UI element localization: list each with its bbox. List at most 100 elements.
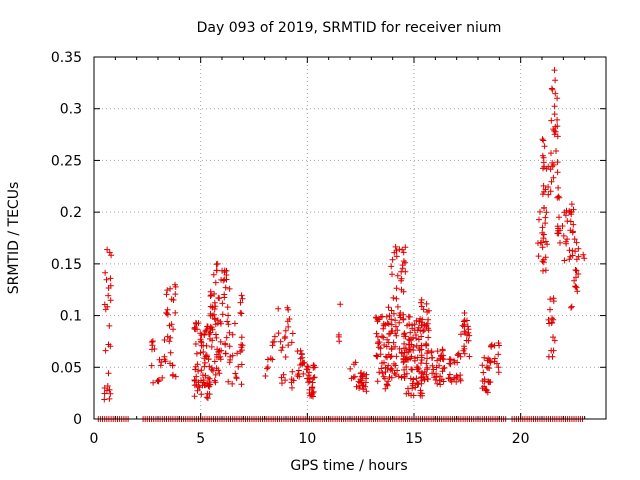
data-point — [465, 326, 472, 333]
data-point — [212, 371, 219, 378]
data-point — [424, 355, 430, 362]
data-point — [402, 333, 409, 340]
data-point — [453, 378, 460, 385]
x-tick-labels: 0 5 10 15 20 — [90, 431, 530, 447]
data-point — [211, 290, 218, 297]
data-point — [289, 368, 296, 375]
data-point — [275, 330, 282, 337]
x-tick-label: 10 — [298, 431, 316, 447]
y-tick-label: 0 — [73, 412, 82, 428]
data-point — [383, 343, 390, 350]
data-point — [377, 351, 384, 358]
data-point — [289, 330, 296, 337]
data-point — [107, 282, 114, 289]
data-point — [411, 357, 418, 364]
data-point — [557, 239, 563, 246]
data-point — [554, 95, 561, 102]
data-point — [405, 313, 412, 320]
data-point — [540, 137, 547, 144]
data-point — [390, 310, 397, 317]
data-point — [382, 385, 389, 392]
data-point — [300, 370, 307, 377]
data-point — [305, 372, 312, 379]
data-point — [563, 240, 570, 247]
data-point — [351, 373, 358, 380]
data-point — [264, 364, 271, 371]
data-point — [461, 343, 468, 350]
data-point — [567, 209, 573, 216]
y-tick-label: 0.3 — [60, 102, 82, 118]
data-point — [264, 365, 270, 372]
data-point — [172, 291, 179, 298]
data-point — [394, 303, 401, 310]
data-point — [377, 345, 384, 352]
data-point — [567, 253, 574, 260]
data-point — [541, 143, 548, 150]
data-point — [308, 391, 315, 398]
data-point — [575, 253, 582, 260]
data-point — [385, 378, 392, 385]
data-point — [551, 127, 558, 134]
data-point — [418, 296, 425, 303]
data-point — [425, 307, 432, 314]
data-point — [269, 356, 276, 363]
data-point — [167, 285, 174, 292]
data-point — [208, 366, 215, 373]
data-point — [229, 380, 236, 387]
data-point — [229, 331, 236, 338]
data-point — [550, 334, 556, 341]
data-point — [206, 375, 213, 382]
data-point — [102, 347, 109, 354]
data-point — [535, 253, 542, 260]
data-point — [206, 391, 213, 398]
data-point — [213, 334, 220, 341]
data-point — [464, 323, 471, 330]
data-point — [392, 317, 399, 324]
data-point — [166, 338, 173, 345]
data-point — [296, 373, 303, 380]
data-point — [347, 365, 354, 372]
data-point — [407, 375, 414, 382]
data-point — [210, 367, 216, 374]
data-point — [570, 228, 576, 235]
data-point — [573, 267, 580, 274]
data-point — [400, 288, 407, 295]
data-point — [226, 329, 233, 336]
data-point — [279, 344, 286, 351]
data-point — [561, 257, 568, 264]
data-point — [382, 364, 389, 371]
x-tick-label: 20 — [512, 431, 530, 447]
data-point — [572, 267, 579, 273]
data-point — [572, 248, 579, 255]
data-point — [306, 375, 313, 382]
data-point — [542, 238, 549, 245]
data-point — [418, 303, 425, 310]
data-point — [373, 330, 380, 337]
data-point — [434, 357, 441, 364]
data-point — [466, 353, 473, 360]
data-point — [580, 251, 587, 258]
y-tick-label: 0.2 — [60, 205, 82, 221]
data-point — [359, 382, 366, 389]
data-point — [495, 351, 502, 358]
data-point — [412, 384, 419, 391]
data-point — [573, 239, 580, 246]
data-point — [542, 267, 549, 274]
data-point — [199, 372, 206, 379]
data-point — [418, 299, 424, 306]
data-point — [213, 354, 220, 360]
data-point — [380, 334, 387, 341]
data-point — [417, 392, 424, 399]
data-point — [547, 296, 554, 303]
data-point — [222, 284, 229, 291]
data-point — [539, 224, 546, 231]
data-point — [418, 377, 425, 384]
data-point — [461, 328, 468, 335]
data-point — [409, 380, 416, 387]
data-point — [539, 136, 546, 143]
data-point — [542, 220, 549, 227]
data-point — [207, 381, 214, 388]
data-point — [440, 378, 447, 385]
data-point — [384, 382, 391, 389]
data-point — [238, 381, 245, 388]
